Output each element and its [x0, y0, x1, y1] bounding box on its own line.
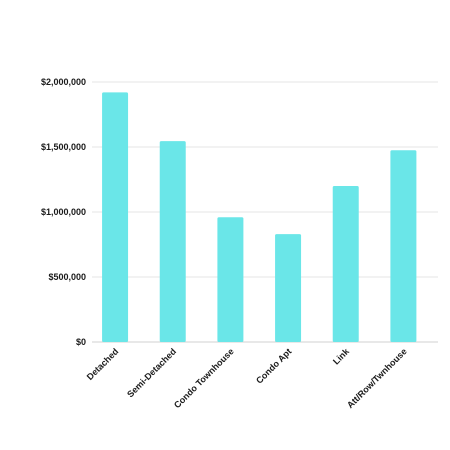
y-tick-label: $2,000,000 [41, 77, 86, 87]
x-tick-label: Condo Townhouse [172, 346, 236, 410]
y-axis-tick-labels: $0 $500,000 $1,000,000 $1,500,000 $2,000,000 [41, 77, 86, 347]
gridlines [92, 81, 438, 343]
y-tick-label: $1,500,000 [41, 142, 86, 152]
y-tick-label: $500,000 [48, 272, 86, 282]
x-tick-label: Semi-Detached [125, 346, 178, 399]
bar-condo-townhouse [217, 217, 244, 342]
x-tick-label: Detached [85, 346, 121, 382]
y-tick-label: $0 [76, 337, 86, 347]
bar-semi-detached [159, 141, 186, 342]
y-tick-label: $1,000,000 [41, 207, 86, 217]
bar-att-row-twnhouse [390, 150, 417, 342]
x-tick-label: Att/Row/Twnhouse [345, 346, 409, 410]
bar-condo-apt [275, 234, 302, 342]
bar-detached [102, 92, 129, 343]
x-tick-label: Link [331, 346, 352, 367]
x-tick-label: Condo Apt [254, 346, 293, 385]
bars [102, 92, 417, 343]
bar-link [332, 186, 359, 342]
